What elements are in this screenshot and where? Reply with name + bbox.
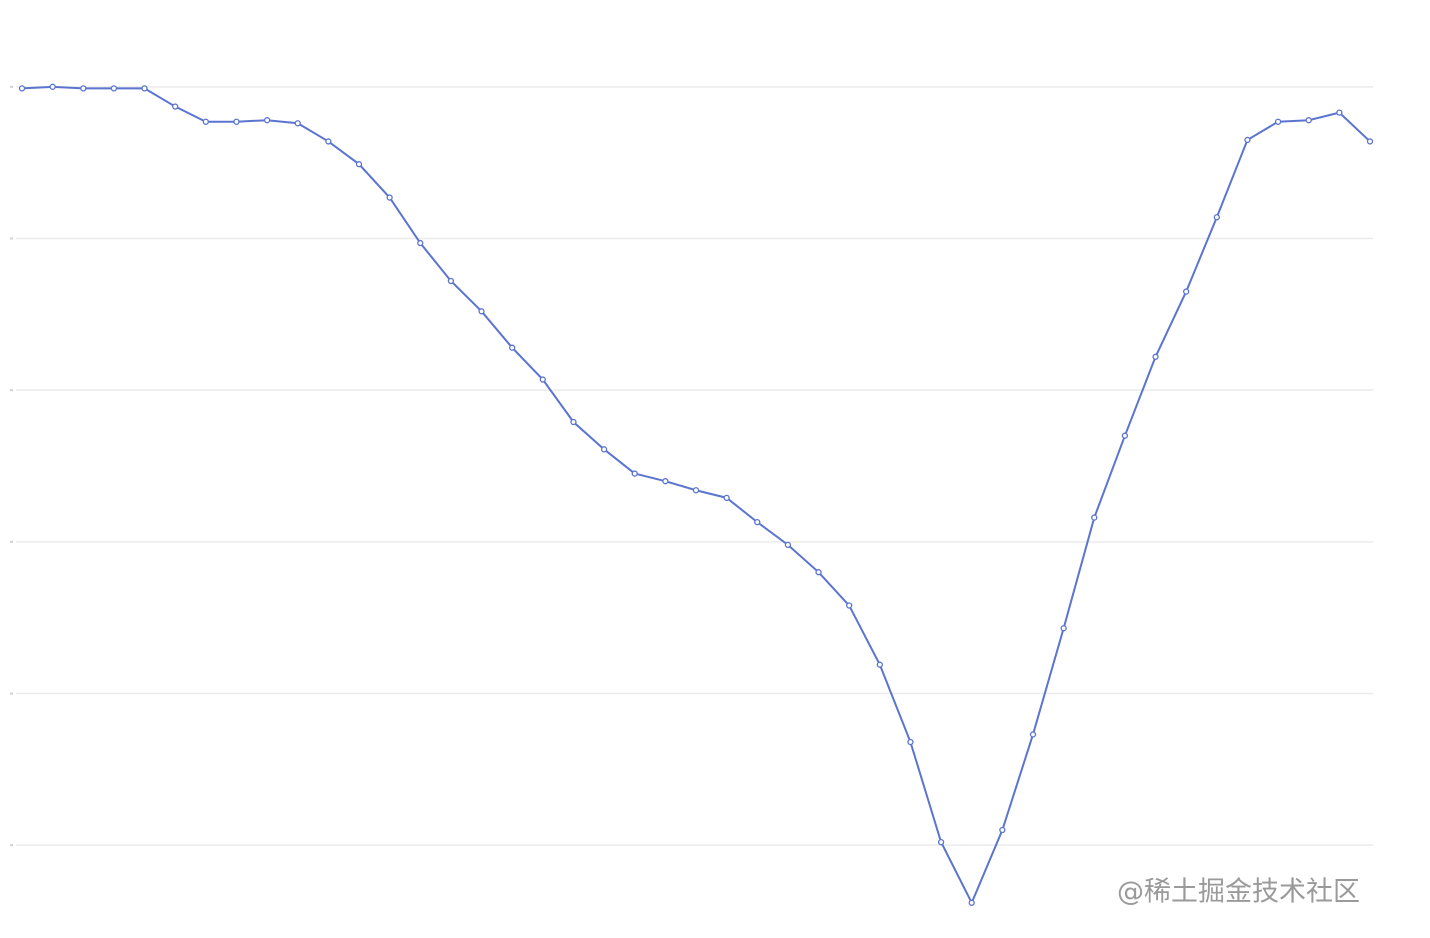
watermark: @稀土掘金技术社区 bbox=[1117, 877, 1360, 908]
point bbox=[570, 418, 577, 426]
point bbox=[876, 661, 883, 668]
point bbox=[662, 478, 669, 485]
line bbox=[21, 85, 1371, 906]
point bbox=[1244, 136, 1251, 144]
point bbox=[754, 518, 761, 526]
point bbox=[263, 117, 271, 124]
point bbox=[509, 344, 516, 351]
point bbox=[600, 446, 608, 453]
point bbox=[1060, 625, 1067, 632]
point bbox=[1274, 118, 1282, 125]
point bbox=[1121, 432, 1129, 439]
point bbox=[999, 826, 1006, 834]
point bbox=[846, 602, 853, 609]
point bbox=[1366, 138, 1374, 145]
point bbox=[80, 85, 87, 92]
point bbox=[386, 194, 393, 201]
point bbox=[172, 103, 179, 110]
point bbox=[907, 738, 914, 746]
point bbox=[355, 161, 363, 168]
point bbox=[937, 838, 945, 846]
point bbox=[294, 120, 301, 127]
point bbox=[815, 569, 822, 576]
point bbox=[1029, 731, 1037, 738]
point bbox=[539, 376, 546, 383]
point bbox=[1305, 117, 1312, 124]
point bbox=[1152, 353, 1159, 360]
point bbox=[723, 494, 730, 502]
point bbox=[631, 470, 638, 477]
point bbox=[141, 85, 148, 92]
point bbox=[325, 138, 332, 145]
point bbox=[784, 541, 792, 549]
point bbox=[417, 239, 424, 247]
point bbox=[968, 899, 975, 906]
point bbox=[1213, 214, 1220, 221]
point bbox=[49, 83, 56, 90]
point bbox=[202, 118, 209, 125]
point bbox=[110, 85, 118, 92]
point bbox=[478, 308, 485, 315]
point bbox=[1091, 514, 1098, 521]
point bbox=[1336, 109, 1343, 116]
point bbox=[447, 277, 455, 285]
point bbox=[233, 118, 240, 125]
point bbox=[692, 487, 700, 494]
point bbox=[1183, 288, 1190, 295]
point bbox=[18, 85, 26, 92]
